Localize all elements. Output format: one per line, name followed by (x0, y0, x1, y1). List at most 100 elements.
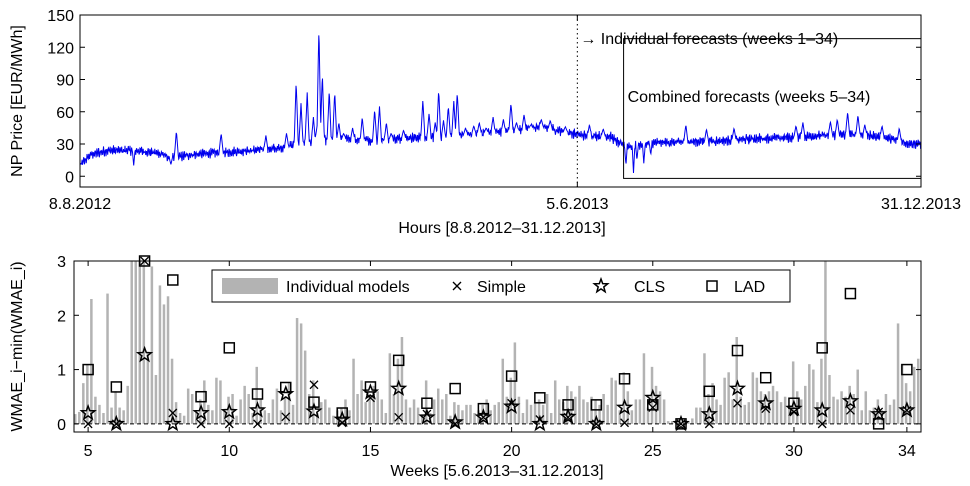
lad-marker (562, 399, 574, 411)
simple-marker (817, 419, 827, 429)
lad-marker (731, 344, 744, 357)
simple-marker (253, 419, 262, 429)
lad-marker (703, 385, 715, 398)
individual-model-bar (489, 410, 492, 424)
individual-model-bar (735, 337, 738, 424)
legend-lad-square (706, 280, 718, 292)
wmae-x-tick-label: 5 (84, 443, 93, 460)
legend-simple-marker (452, 281, 462, 291)
individual-model-bar (912, 366, 916, 424)
individual-model-bar (820, 358, 823, 424)
individual-model-bar (545, 394, 549, 424)
individual-model-bar (404, 399, 408, 424)
individual-model-bar (190, 394, 194, 424)
lad-marker (675, 418, 687, 430)
lad-marker (788, 397, 800, 409)
individual-model-bar (683, 421, 686, 424)
legend-individual-label: Individual models (286, 279, 410, 296)
price-line (79, 35, 922, 174)
lad-marker (392, 354, 405, 367)
individual-model-bar (860, 410, 863, 424)
price-y-tick-label: 120 (47, 40, 74, 57)
individual-model-bar (646, 407, 650, 424)
combined-forecasts-box (623, 38, 922, 179)
price-plot-frame (79, 14, 922, 188)
individual-model-bar (78, 411, 81, 424)
individual-model-bar (598, 404, 601, 424)
cls-marker (644, 388, 662, 406)
individual-model-bar (485, 399, 488, 424)
individual-model-bar (138, 261, 142, 424)
wmae-y-tick-label: 1 (57, 363, 66, 380)
wmae-plot-frame (73, 260, 922, 433)
individual-model-bar (311, 380, 315, 424)
lad-marker (364, 381, 377, 393)
lad-marker (223, 342, 236, 354)
wmae-x-axis-label: Weeks [5.6.2013–31.12.2013] (390, 463, 603, 480)
individual-model-bar (178, 413, 182, 424)
individual-model-bar (525, 399, 529, 424)
individual-model-bar (126, 385, 129, 424)
price-series (79, 35, 922, 174)
cls-marker (220, 402, 238, 420)
lad-marker (167, 274, 179, 286)
individual-model-bar (537, 399, 541, 424)
individual-model-bar (517, 396, 521, 424)
individual-model-bar (223, 410, 226, 424)
individual-model-bar (711, 383, 714, 424)
individual-model-bar (695, 407, 698, 424)
individual-model-bar (295, 318, 299, 424)
individual-forecasts-annotation: → Individual forecasts (weeks 1–34) (580, 31, 838, 48)
individual-model-bar (356, 394, 359, 424)
legend-lad-label: LAD (734, 279, 765, 296)
simple-marker (733, 398, 742, 408)
individual-model-bar (791, 361, 795, 424)
lad-marker (421, 397, 433, 409)
simple-marker (196, 419, 206, 429)
cls-marker (531, 414, 549, 432)
individual-model-bar (432, 399, 436, 424)
individual-model-bar (594, 399, 597, 424)
individual-model-bar (102, 413, 105, 424)
individual-model-bar (687, 421, 690, 424)
individual-model-bar (424, 380, 428, 424)
individual-model-bar (465, 404, 468, 424)
individual-model-bar (638, 399, 642, 424)
individual-model-bar (533, 402, 537, 424)
individual-model-bar (670, 421, 674, 424)
individual-model-bar (162, 304, 166, 424)
lad-marker (647, 399, 659, 411)
simple-marker (168, 408, 178, 418)
wmae-chart: 0 1 2 3 5 10 15 20 25 30 34 Individual models Sim… (9, 254, 922, 480)
individual-model-bar (570, 391, 573, 424)
lad-marker (872, 418, 885, 430)
price-x-tick-label: 5.6.2013 (546, 196, 608, 213)
cls-marker (587, 414, 606, 432)
individual-model-bar (666, 421, 670, 424)
cls-marker (757, 393, 775, 411)
individual-model-bar (691, 418, 694, 424)
price-y-tick-label: 60 (56, 105, 74, 122)
individual-model-bar (723, 377, 726, 424)
individual-model-bar (658, 391, 662, 424)
simple-marker (507, 398, 517, 408)
individual-model-bar (606, 404, 609, 424)
individual-model-bar (473, 413, 476, 424)
individual-model-bar (634, 399, 638, 424)
individual-model-bar (437, 388, 440, 424)
lad-marker (280, 381, 292, 394)
individual-model-bar (840, 391, 843, 424)
wmae-x-tick-label: 34 (898, 443, 916, 460)
price-x-axis-label: Hours [8.8.2012–31.12.2013] (398, 220, 605, 237)
legend-individual-swatch (222, 278, 278, 294)
individual-model-bar (574, 396, 577, 424)
individual-model-bar (82, 383, 85, 424)
legend-cls-marker (592, 276, 610, 294)
price-chart: → Individual forecasts (weeks 1–34) Comb… (9, 8, 961, 237)
individual-model-bar (662, 399, 666, 424)
individual-model-bar (562, 402, 565, 424)
individual-model-bar (783, 396, 787, 424)
wmae-x-tick-label: 15 (362, 443, 380, 460)
individual-model-bar (86, 364, 89, 424)
